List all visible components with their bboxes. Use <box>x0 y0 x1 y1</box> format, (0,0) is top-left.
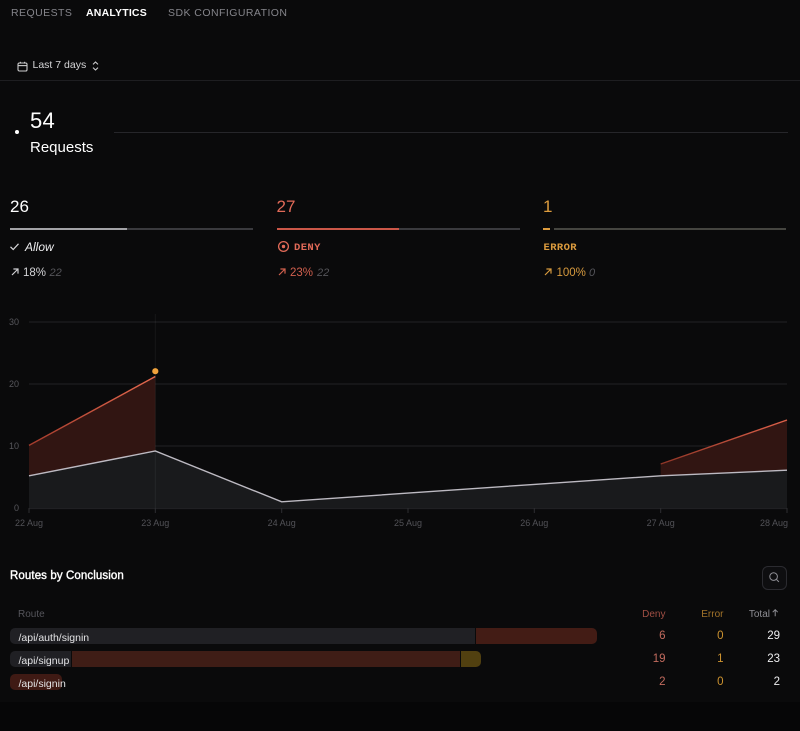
svg-text:10: 10 <box>9 441 19 451</box>
svg-text:26 Aug: 26 Aug <box>520 518 548 528</box>
svg-text:27 Aug: 27 Aug <box>647 518 675 528</box>
svg-text:23 Aug: 23 Aug <box>141 518 169 528</box>
svg-text:24 Aug: 24 Aug <box>268 518 296 528</box>
svg-text:30: 30 <box>9 317 19 327</box>
svg-text:20: 20 <box>9 379 19 389</box>
svg-text:28 Aug: 28 Aug <box>760 518 788 528</box>
svg-text:0: 0 <box>14 503 19 513</box>
svg-text:22 Aug: 22 Aug <box>15 518 43 528</box>
svg-text:25 Aug: 25 Aug <box>394 518 422 528</box>
